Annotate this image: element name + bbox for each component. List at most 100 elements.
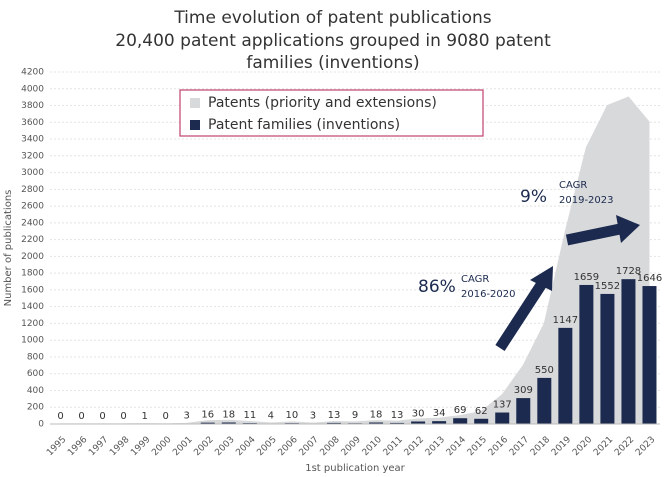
x-tick-label: 2005 <box>255 435 278 458</box>
y-tick-label: 4000 <box>21 84 44 94</box>
y-tick-label: 600 <box>27 369 44 379</box>
chart-subtitle: 20,400 patent applications grouped in 90… <box>115 31 551 51</box>
bar <box>200 422 215 424</box>
value-label: 4 <box>268 411 274 422</box>
value-label: 62 <box>475 406 488 417</box>
y-tick-label: 2400 <box>21 218 44 228</box>
y-tick-label: 3800 <box>21 101 44 111</box>
bar <box>369 422 384 424</box>
bar <box>326 422 341 424</box>
x-tick-label: 2006 <box>277 435 300 458</box>
y-tick-label: 3200 <box>21 151 44 161</box>
annotation: 2016-2020 <box>461 289 516 300</box>
legend-swatch <box>190 120 200 130</box>
value-label: 1147 <box>553 315 578 326</box>
bar <box>600 293 615 424</box>
bar <box>642 286 657 424</box>
value-label: 13 <box>391 410 404 421</box>
plot-area: 0200400600800100012001400160018002000220… <box>21 68 660 458</box>
y-tick-label: 1400 <box>21 302 44 312</box>
arrow <box>565 223 622 246</box>
chart-subtitle: families (inventions) <box>246 53 419 73</box>
y-tick-label: 2600 <box>21 202 44 212</box>
x-tick-label: 2022 <box>613 435 636 458</box>
x-tick-label: 1995 <box>45 435 68 458</box>
y-tick-label: 3000 <box>21 168 44 178</box>
value-label: 13 <box>328 410 341 421</box>
x-tick-label: 2019 <box>550 435 573 458</box>
x-tick-label: 1999 <box>129 435 152 458</box>
x-tick-label: 2000 <box>150 435 173 458</box>
y-tick-label: 3400 <box>21 135 44 145</box>
value-label: 0 <box>163 411 169 422</box>
value-label: 10 <box>286 410 299 421</box>
y-axis-label: Number of publications <box>3 190 14 307</box>
annotation: 2019-2023 <box>559 195 614 206</box>
bar <box>621 279 636 424</box>
value-label: 69 <box>454 405 467 416</box>
value-label: 18 <box>222 409 235 420</box>
x-tick-label: 2015 <box>466 435 489 458</box>
bar <box>390 422 405 424</box>
value-label: 9 <box>352 410 358 421</box>
value-label: 0 <box>78 411 84 422</box>
legend-label: Patent families (inventions) <box>208 117 400 133</box>
y-tick-label: 4200 <box>21 68 44 78</box>
x-tick-label: 2014 <box>445 435 468 458</box>
y-tick-label: 1200 <box>21 319 44 329</box>
x-tick-label: 2021 <box>592 435 615 458</box>
y-tick-label: 200 <box>27 403 44 413</box>
x-tick-label: 2020 <box>571 435 594 458</box>
value-label: 1646 <box>637 273 662 284</box>
y-tick-label: 2000 <box>21 252 44 262</box>
value-label: 3 <box>310 411 316 422</box>
value-label: 1728 <box>616 266 641 277</box>
bar <box>474 418 489 424</box>
x-tick-label: 2023 <box>634 435 657 458</box>
value-label: 309 <box>514 385 533 396</box>
x-tick-label: 1996 <box>66 435 89 458</box>
bar <box>221 422 236 424</box>
legend-label: Patents (priority and extensions) <box>208 95 437 111</box>
bar <box>558 327 573 424</box>
x-tick-label: 2016 <box>487 435 510 458</box>
value-label: 1552 <box>595 281 620 292</box>
value-label: 0 <box>120 411 126 422</box>
legend-box <box>179 89 484 137</box>
x-tick-label: 2003 <box>213 435 236 458</box>
x-tick-label: 2012 <box>403 435 426 458</box>
bar <box>579 284 594 424</box>
x-tick-label: 2013 <box>424 435 447 458</box>
arrow-head <box>530 266 553 291</box>
value-label: 30 <box>412 408 425 419</box>
x-tick-label: 2011 <box>382 435 405 458</box>
value-label: 0 <box>99 411 105 422</box>
y-tick-label: 2800 <box>21 185 44 195</box>
x-tick-label: 2004 <box>234 435 257 458</box>
x-tick-label: 2017 <box>508 435 531 458</box>
x-tick-label: 2001 <box>171 435 194 458</box>
x-tick-label: 2018 <box>529 435 552 458</box>
x-tick-label: 2010 <box>361 435 384 458</box>
y-tick-label: 0 <box>38 420 44 430</box>
bar <box>453 418 468 424</box>
chart-title: Time evolution of patent publications <box>173 8 491 28</box>
value-label: 1 <box>141 411 147 422</box>
x-tick-label: 2009 <box>340 435 363 458</box>
bar <box>432 421 447 424</box>
x-tick-label: 2008 <box>319 435 342 458</box>
value-label: 0 <box>57 411 63 422</box>
legend-swatch <box>190 98 200 108</box>
bar <box>495 412 510 424</box>
x-tick-label: 2007 <box>298 435 321 458</box>
y-tick-label: 1800 <box>21 269 44 279</box>
y-tick-label: 400 <box>27 386 44 396</box>
annotation: 9% <box>520 187 547 207</box>
y-tick-label: 2200 <box>21 235 44 245</box>
value-label: 1659 <box>574 272 599 283</box>
bar <box>516 398 531 424</box>
x-tick-label: 1998 <box>108 435 131 458</box>
x-tick-label: 1997 <box>87 435 110 458</box>
overlay: 0 0 0 0 1 0 3 16 18 11 4 10 3 13 9 18 13 30 34 69 6213730955… <box>57 89 662 422</box>
